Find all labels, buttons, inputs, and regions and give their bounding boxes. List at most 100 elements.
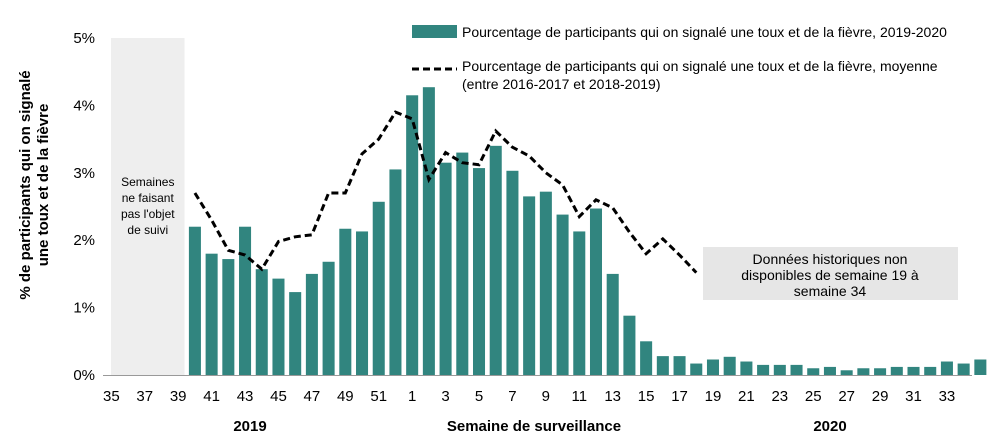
x-tick-label: 41 bbox=[203, 388, 220, 405]
x-tick-label: 47 bbox=[304, 388, 321, 405]
bar-week-13 bbox=[606, 273, 619, 375]
bar-week-23 bbox=[773, 364, 786, 375]
bar-week-29 bbox=[874, 368, 887, 375]
x-tick-label: 39 bbox=[170, 388, 187, 405]
bar-week-42 bbox=[222, 259, 235, 375]
bar-week-7 bbox=[506, 170, 519, 375]
x-tick-label: 37 bbox=[136, 388, 153, 405]
y-tick-label: 2% bbox=[73, 232, 95, 249]
legend-line-label-1: Pourcentage de participants qui on signa… bbox=[462, 58, 938, 74]
bar-week-15 bbox=[640, 341, 653, 375]
x-tick-label: 15 bbox=[638, 388, 655, 405]
y-axis-title: % de participants qui on signalé une tou… bbox=[17, 70, 52, 299]
bar-week-28 bbox=[857, 368, 870, 375]
historical-note-box bbox=[703, 247, 958, 300]
x-tick-label: 7 bbox=[508, 388, 516, 405]
bar-week-51 bbox=[372, 201, 385, 375]
bar-week-40 bbox=[188, 226, 201, 375]
bar-week-47 bbox=[305, 273, 318, 375]
bar-week-22 bbox=[757, 364, 770, 375]
bar-week-52 bbox=[389, 169, 402, 375]
x-tick-label: 45 bbox=[270, 388, 287, 405]
bar-week-30 bbox=[890, 366, 903, 375]
not-monitored-label-line: de suivi bbox=[127, 223, 168, 237]
bar-week-6 bbox=[489, 145, 502, 375]
x-tick-label: 33 bbox=[939, 388, 956, 405]
x-tick-label: 49 bbox=[337, 388, 354, 405]
bar-week-14 bbox=[623, 315, 636, 375]
bar-week-25 bbox=[807, 368, 820, 375]
bar-week-26 bbox=[823, 366, 836, 375]
bar-week-46 bbox=[289, 292, 302, 375]
x-tick-label: 35 bbox=[103, 388, 120, 405]
y-tick-label: 4% bbox=[73, 97, 95, 114]
bar-week-4 bbox=[456, 152, 469, 375]
historical-note-line-3: semaine 34 bbox=[794, 283, 867, 299]
bar-week-10 bbox=[556, 214, 569, 375]
bar-week-20 bbox=[723, 356, 736, 375]
bar-week-43 bbox=[239, 226, 252, 375]
bar-week-5 bbox=[472, 168, 486, 375]
x-ticks: 35 37 39 41 43 45 47 49 51 1 3 5 7 9 11 13 15 17 19 21 23 25 2… bbox=[103, 388, 955, 405]
bar-week-27 bbox=[840, 370, 853, 375]
x-tick-label: 1 bbox=[408, 388, 416, 405]
year-label-2019: 2019 bbox=[233, 418, 266, 435]
x-tick-label: 43 bbox=[237, 388, 254, 405]
not-monitored-label-line: Semaines bbox=[121, 175, 174, 189]
bar-week-34 bbox=[957, 363, 970, 375]
bar-week-41 bbox=[205, 253, 218, 375]
bar-week-undefined bbox=[974, 359, 987, 375]
x-tick-label: 3 bbox=[441, 388, 449, 405]
bar-week-12 bbox=[589, 208, 603, 375]
bar-week-8 bbox=[523, 196, 536, 375]
y-tick-label: 5% bbox=[73, 30, 95, 47]
legend: Pourcentage de participants qui on signa… bbox=[412, 24, 947, 92]
legend-bar-label: Pourcentage de participants qui on signa… bbox=[462, 24, 947, 40]
x-tick-label: 9 bbox=[542, 388, 550, 405]
y-axis: 0% 1% 2% 3% 4% 5% bbox=[73, 30, 95, 384]
bar-week-31 bbox=[907, 366, 920, 375]
y-axis-title-line-2: une toux et de la fièvre bbox=[35, 104, 52, 267]
y-tick-label: 3% bbox=[73, 165, 95, 182]
historical-note-line-1: Données historiques non bbox=[753, 251, 908, 267]
bar-series bbox=[188, 87, 987, 376]
bar-week-24 bbox=[790, 364, 803, 375]
historical-note-line-2: disponibles de semaine 19 à bbox=[741, 267, 919, 283]
x-tick-label: 19 bbox=[705, 388, 722, 405]
y-tick-label: 1% bbox=[73, 300, 95, 317]
x-tick-label: 21 bbox=[738, 388, 755, 405]
bar-week-45 bbox=[272, 278, 285, 375]
y-axis-title-line-1: % de participants qui on signalé bbox=[17, 70, 34, 299]
x-tick-label: 11 bbox=[571, 388, 587, 405]
bar-week-44 bbox=[255, 269, 268, 375]
year-label-2020: 2020 bbox=[813, 418, 846, 435]
legend-line-label-2: (entre 2016-2017 et 2018-2019) bbox=[462, 76, 660, 92]
x-tick-label: 27 bbox=[838, 388, 855, 405]
x-tick-label: 25 bbox=[805, 388, 822, 405]
bar-week-33 bbox=[940, 361, 953, 375]
not-monitored-label: Semaines ne faisant pas l'objet de suivi bbox=[121, 175, 175, 237]
bar-week-19 bbox=[706, 359, 719, 375]
bar-week-17 bbox=[673, 356, 686, 375]
legend-bar-swatch bbox=[412, 25, 457, 38]
not-monitored-label-line: ne faisant bbox=[122, 191, 175, 205]
not-monitored-region bbox=[111, 38, 185, 375]
x-tick-label: 51 bbox=[370, 388, 387, 405]
bar-week-3 bbox=[439, 162, 452, 375]
bar-week-1 bbox=[406, 95, 419, 375]
bar-week-2 bbox=[422, 87, 435, 376]
x-tick-label: 29 bbox=[872, 388, 889, 405]
x-axis-title: Semaine de surveillance bbox=[447, 418, 621, 435]
x-tick-label: 13 bbox=[604, 388, 621, 405]
y-tick-label: 0% bbox=[73, 367, 95, 384]
bar-week-16 bbox=[656, 356, 669, 375]
bar-week-50 bbox=[356, 231, 369, 375]
x-tick-label: 17 bbox=[671, 388, 688, 405]
x-tick-label: 31 bbox=[905, 388, 922, 405]
bar-week-48 bbox=[322, 261, 335, 375]
bar-week-9 bbox=[539, 191, 552, 375]
bar-week-32 bbox=[924, 366, 937, 375]
average-line bbox=[193, 110, 698, 274]
bar-week-21 bbox=[740, 361, 753, 375]
